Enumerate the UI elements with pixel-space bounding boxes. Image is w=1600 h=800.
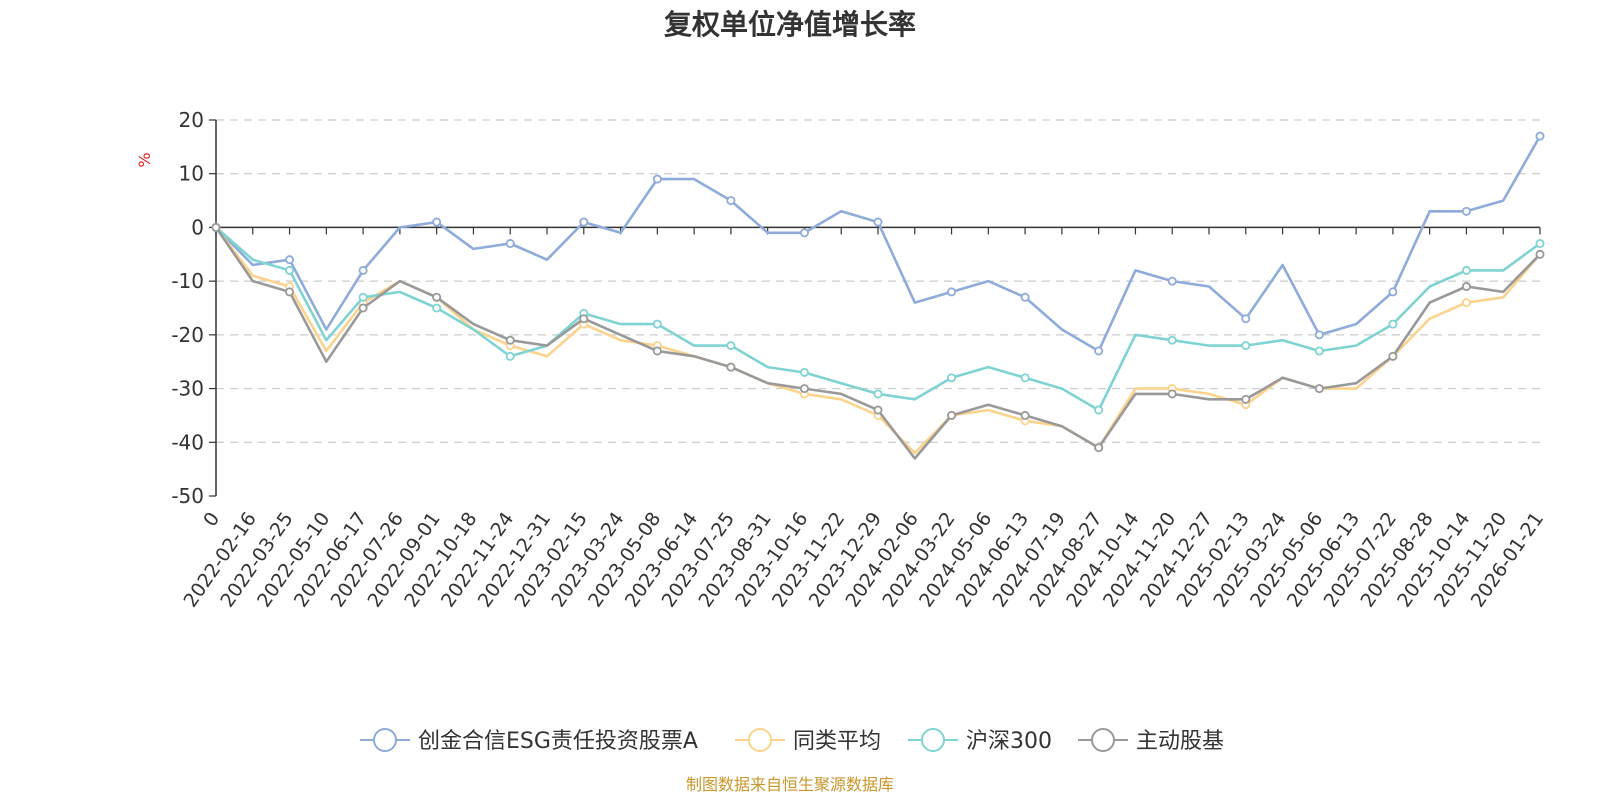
series-line: [214, 226, 1541, 460]
data-point[interactable]: [652, 319, 662, 329]
data-point[interactable]: [1461, 298, 1471, 308]
data-point[interactable]: [873, 405, 883, 415]
data-point[interactable]: [1388, 351, 1398, 361]
y-tick-label: 10: [179, 162, 204, 186]
data-source-note: 制图数据来自恒生聚源数据库: [686, 775, 894, 794]
data-point[interactable]: [1094, 443, 1104, 453]
data-point[interactable]: [1241, 341, 1251, 351]
legend-marker-icon: [373, 728, 397, 752]
data-point[interactable]: [1020, 410, 1030, 420]
data-point[interactable]: [1167, 335, 1177, 345]
data-point[interactable]: [1461, 206, 1471, 216]
x-tick-label: 0: [199, 508, 224, 531]
data-point[interactable]: [432, 217, 442, 227]
data-point[interactable]: [505, 351, 515, 361]
legend-item-3[interactable]: 主动股基: [1078, 728, 1224, 754]
data-point[interactable]: [505, 335, 515, 345]
data-point[interactable]: [432, 303, 442, 313]
data-point[interactable]: [873, 389, 883, 399]
data-point[interactable]: [1241, 314, 1251, 324]
series-lines: [211, 131, 1545, 460]
legend-marker-icon: [1091, 728, 1115, 752]
series-line: [215, 226, 1541, 412]
legend[interactable]: 创金合信ESG责任投资股票A 同类平均 沪深300 主动股基: [360, 728, 1224, 754]
data-point[interactable]: [1314, 330, 1324, 340]
legend-label: 沪深300: [966, 729, 1052, 754]
legend-marker-icon: [748, 728, 772, 752]
legend-item-2[interactable]: 沪深300: [908, 728, 1052, 754]
data-point[interactable]: [947, 373, 957, 383]
data-point[interactable]: [1388, 287, 1398, 297]
data-point[interactable]: [1388, 319, 1398, 329]
data-point[interactable]: [652, 346, 662, 356]
data-point[interactable]: [1314, 346, 1324, 356]
data-point[interactable]: [1020, 373, 1030, 383]
data-point[interactable]: [726, 341, 736, 351]
legend-label: 主动股基: [1136, 729, 1224, 754]
data-point[interactable]: [726, 196, 736, 206]
data-point[interactable]: [799, 384, 809, 394]
data-point[interactable]: [947, 410, 957, 420]
y-tick-label: -30: [171, 377, 204, 401]
data-point[interactable]: [1094, 405, 1104, 415]
data-point[interactable]: [211, 222, 221, 232]
data-point[interactable]: [285, 287, 295, 297]
data-point[interactable]: [432, 292, 442, 302]
y-axis-label: %: [135, 152, 154, 167]
data-point[interactable]: [285, 265, 295, 275]
grid-lines: [216, 119, 1540, 443]
data-point[interactable]: [1020, 292, 1030, 302]
legend-label: 创金合信ESG责任投资股票A: [418, 729, 698, 754]
series-0: [211, 131, 1545, 356]
legend-item-0[interactable]: 创金合信ESG责任投资股票A: [360, 728, 698, 754]
data-point[interactable]: [1314, 384, 1324, 394]
series-1: [211, 222, 1545, 455]
data-point[interactable]: [799, 367, 809, 377]
series-3: [211, 222, 1545, 460]
series-2: [211, 222, 1545, 415]
series-line: [215, 135, 1542, 353]
data-point[interactable]: [579, 314, 589, 324]
data-point[interactable]: [505, 239, 515, 249]
y-tick-label: -50: [171, 484, 204, 508]
legend-label: 同类平均: [793, 729, 881, 754]
y-tick-label: 0: [191, 215, 204, 239]
chart-title: 复权单位净值增长率: [664, 8, 916, 41]
data-point[interactable]: [358, 303, 368, 313]
data-point[interactable]: [652, 174, 662, 184]
data-point[interactable]: [799, 228, 809, 238]
legend-marker-icon: [921, 728, 945, 752]
data-point[interactable]: [1241, 394, 1251, 404]
data-point[interactable]: [285, 255, 295, 265]
y-tick-label: -40: [171, 430, 204, 454]
data-point[interactable]: [1167, 389, 1177, 399]
legend-item-1[interactable]: 同类平均: [735, 728, 881, 754]
data-point[interactable]: [1094, 346, 1104, 356]
data-point[interactable]: [358, 292, 368, 302]
axes: 20100-10-20-30-40-5002022-02-162022-03-2…: [171, 108, 1548, 611]
y-tick-label: 20: [179, 108, 204, 132]
data-point[interactable]: [579, 217, 589, 227]
data-point[interactable]: [358, 265, 368, 275]
data-point[interactable]: [1461, 282, 1471, 292]
data-point[interactable]: [947, 287, 957, 297]
data-point[interactable]: [873, 217, 883, 227]
y-tick-label: -20: [171, 323, 204, 347]
data-point[interactable]: [1535, 239, 1545, 249]
data-point[interactable]: [726, 362, 736, 372]
y-tick-label: -10: [171, 269, 204, 293]
data-point[interactable]: [1461, 265, 1471, 275]
data-point[interactable]: [1535, 249, 1545, 259]
data-point[interactable]: [1167, 276, 1177, 286]
data-point[interactable]: [1535, 131, 1545, 141]
